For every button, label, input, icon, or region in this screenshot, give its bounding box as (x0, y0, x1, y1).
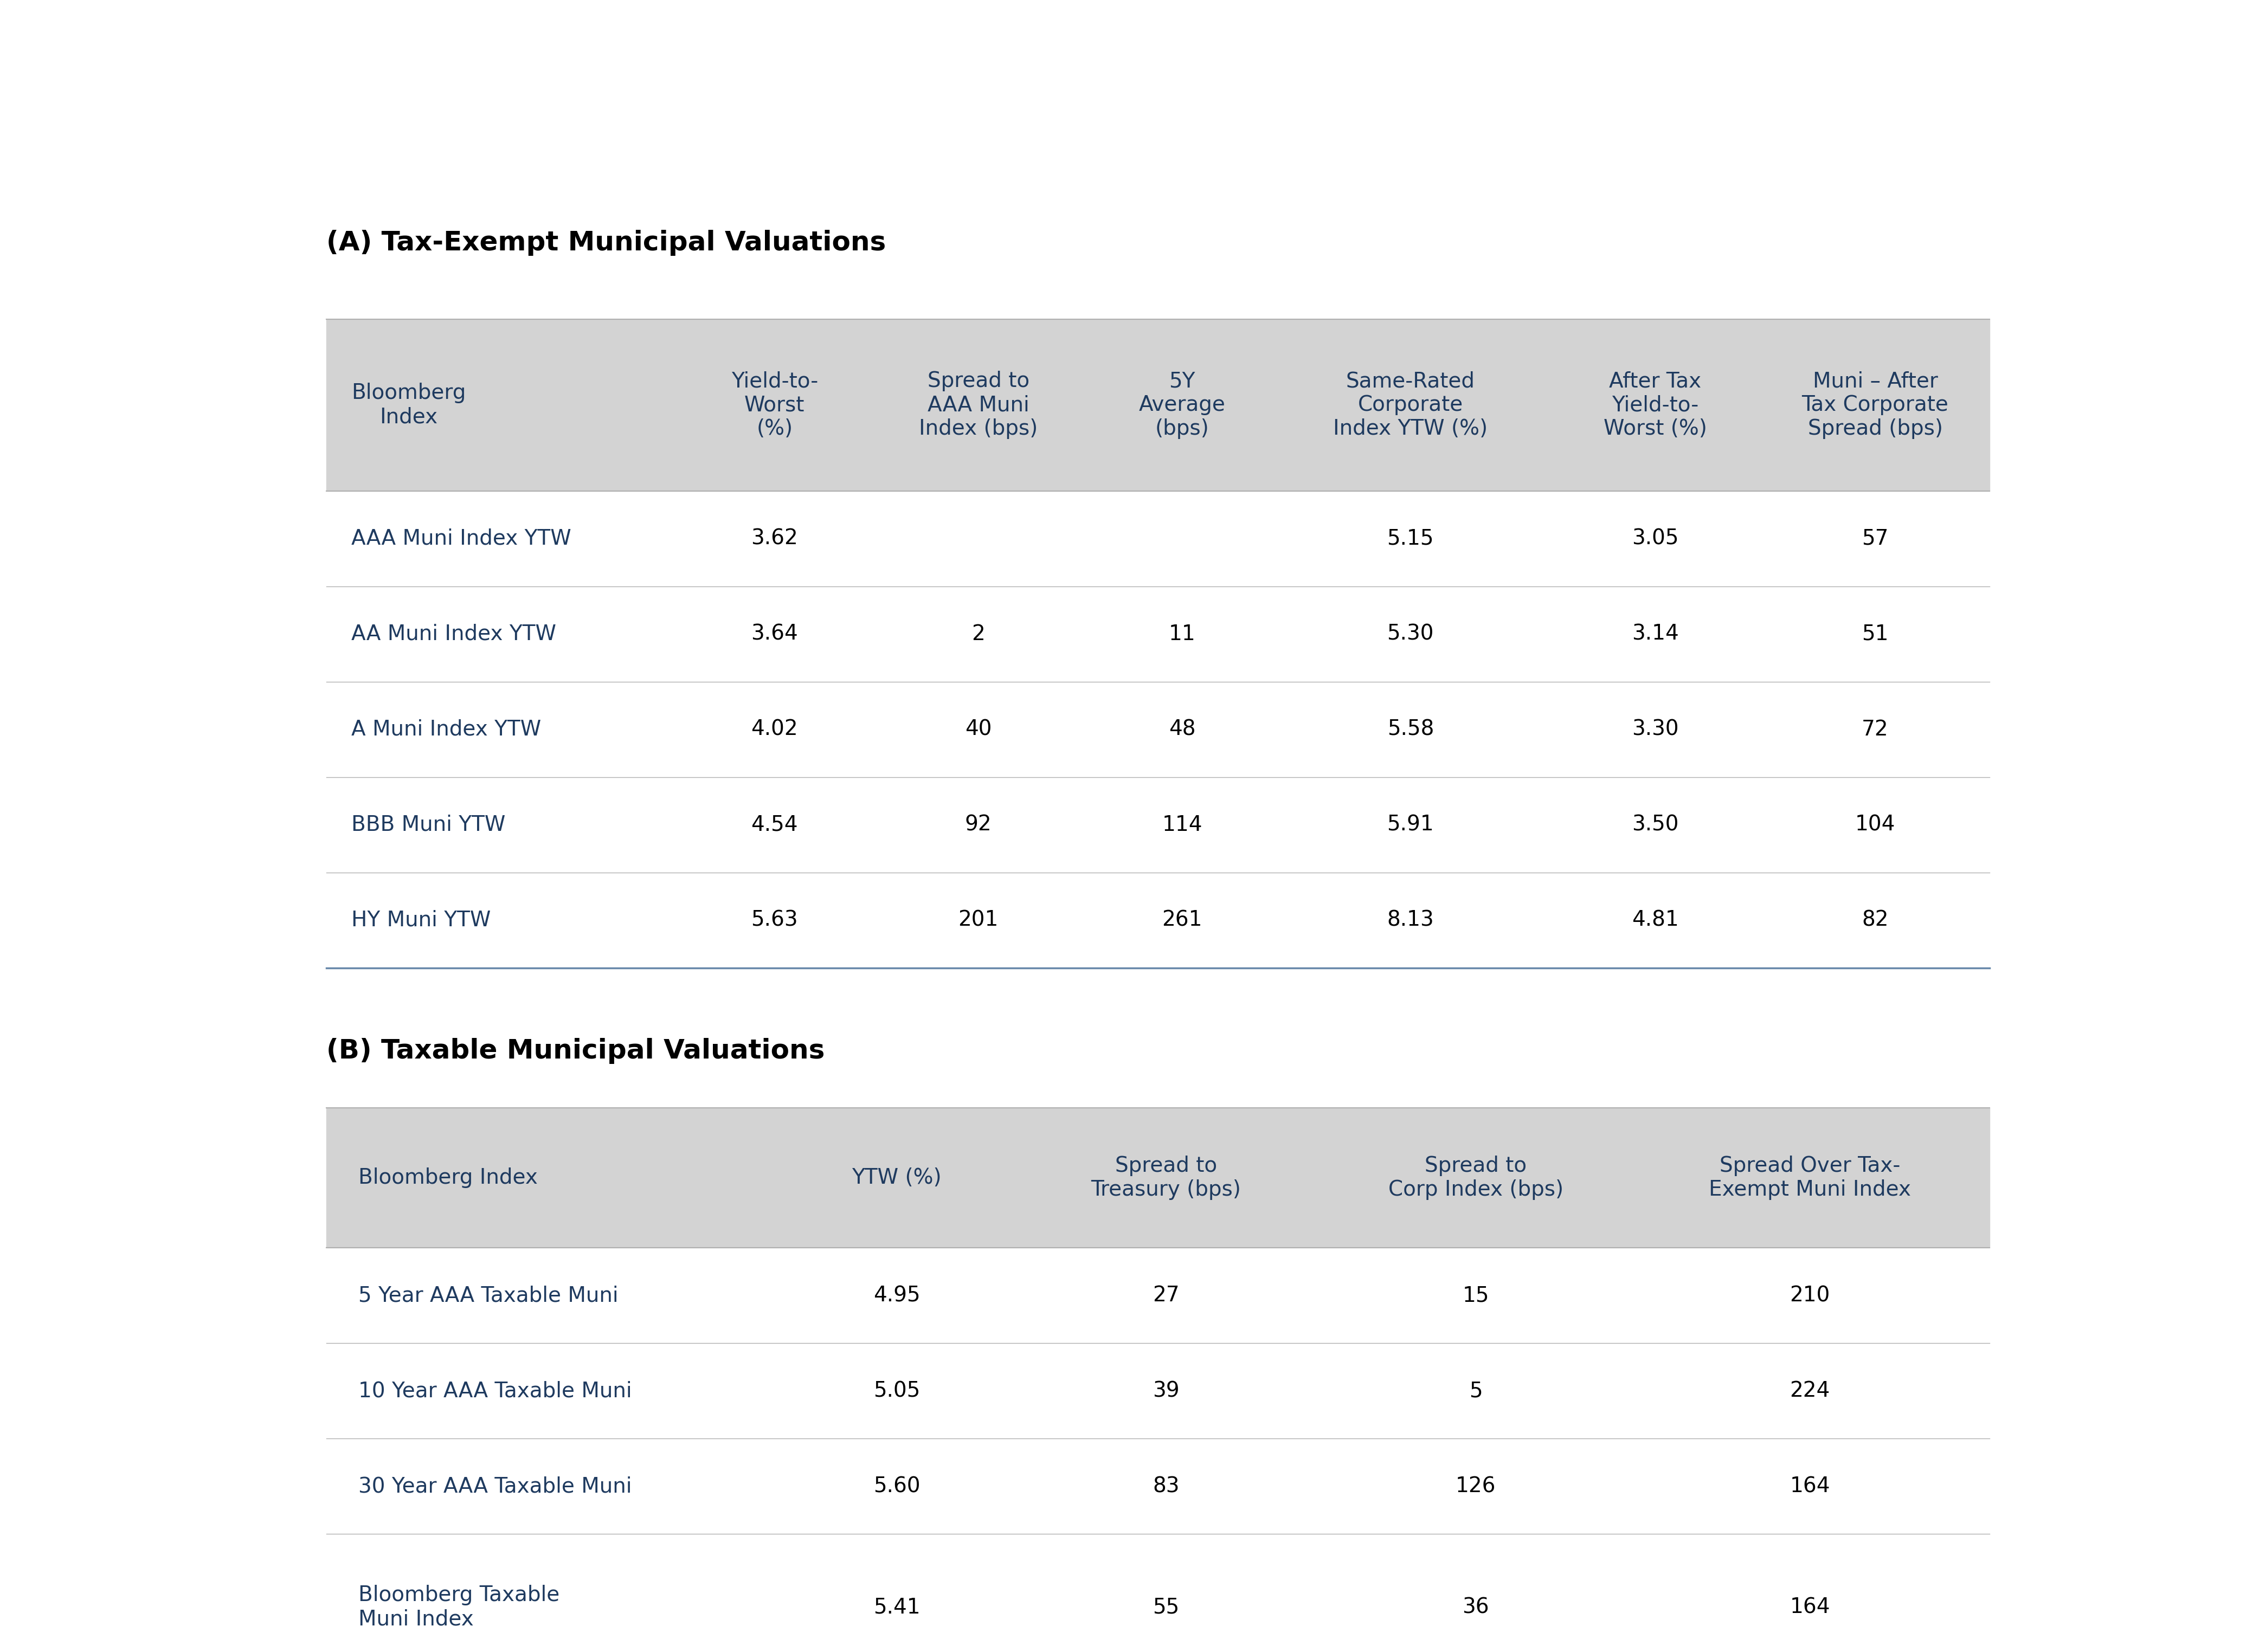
Text: Bloomberg Taxable
Muni Index: Bloomberg Taxable Muni Index (359, 1584, 560, 1629)
Text: 3.30: 3.30 (1631, 719, 1678, 740)
Text: 27: 27 (1152, 1285, 1179, 1305)
Text: AAA Muni Index YTW: AAA Muni Index YTW (350, 529, 572, 548)
Text: 3.50: 3.50 (1631, 814, 1678, 834)
Text: (A) Tax-Exempt Municipal Valuations: (A) Tax-Exempt Municipal Valuations (325, 230, 886, 256)
Text: HY Muni YTW: HY Muni YTW (350, 910, 490, 930)
Text: 164: 164 (1789, 1475, 1830, 1497)
Text: 4.02: 4.02 (750, 719, 797, 740)
Bar (325, 319, 1990, 491)
Text: 55: 55 (1152, 1597, 1179, 1617)
Text: 261: 261 (1161, 910, 1202, 930)
Text: 92: 92 (965, 814, 992, 834)
Text: 210: 210 (1789, 1285, 1830, 1305)
Text: 3.62: 3.62 (750, 529, 797, 548)
Text: 201: 201 (958, 910, 998, 930)
Text: 5.41: 5.41 (874, 1597, 919, 1617)
Text: 10 Year AAA Taxable Muni: 10 Year AAA Taxable Muni (359, 1381, 633, 1401)
Text: 114: 114 (1161, 814, 1202, 834)
Text: 3.64: 3.64 (750, 623, 797, 644)
Bar (325, 1108, 1990, 1247)
Text: 82: 82 (1861, 910, 1889, 930)
Text: 164: 164 (1789, 1597, 1830, 1617)
Text: 30 Year AAA Taxable Muni: 30 Year AAA Taxable Muni (359, 1475, 633, 1497)
Text: 57: 57 (1861, 529, 1889, 548)
Text: 40: 40 (965, 719, 992, 740)
Text: 4.54: 4.54 (750, 814, 797, 834)
Text: Spread Over Tax-
Exempt Muni Index: Spread Over Tax- Exempt Muni Index (1708, 1155, 1911, 1199)
Text: 51: 51 (1861, 623, 1889, 644)
Text: 5.15: 5.15 (1387, 529, 1434, 548)
Text: 4.95: 4.95 (874, 1285, 919, 1305)
Text: 48: 48 (1168, 719, 1195, 740)
Text: Same-Rated
Corporate
Index YTW (%): Same-Rated Corporate Index YTW (%) (1333, 370, 1489, 439)
Text: 5.60: 5.60 (874, 1475, 919, 1497)
Text: 5.63: 5.63 (750, 910, 797, 930)
Text: 39: 39 (1152, 1381, 1179, 1401)
Text: AA Muni Index YTW: AA Muni Index YTW (350, 623, 556, 644)
Text: 83: 83 (1152, 1475, 1179, 1497)
Text: 5.58: 5.58 (1387, 719, 1434, 740)
Text: BBB Muni YTW: BBB Muni YTW (350, 814, 506, 834)
Text: (B) Taxable Municipal Valuations: (B) Taxable Municipal Valuations (325, 1037, 825, 1064)
Text: Bloomberg
Index: Bloomberg Index (350, 383, 465, 428)
Text: 5.30: 5.30 (1387, 623, 1434, 644)
Text: Bloomberg Index: Bloomberg Index (359, 1168, 538, 1188)
Text: 3.05: 3.05 (1631, 529, 1678, 548)
Text: 72: 72 (1861, 719, 1889, 740)
Text: 5.05: 5.05 (874, 1381, 919, 1401)
Text: Spread to
Corp Index (bps): Spread to Corp Index (bps) (1387, 1155, 1563, 1199)
Text: Spread to
AAA Muni
Index (bps): Spread to AAA Muni Index (bps) (919, 370, 1037, 439)
Text: Spread to
Treasury (bps): Spread to Treasury (bps) (1091, 1155, 1240, 1199)
Text: 11: 11 (1168, 623, 1195, 644)
Text: 2: 2 (971, 623, 985, 644)
Text: Muni – After
Tax Corporate
Spread (bps): Muni – After Tax Corporate Spread (bps) (1803, 370, 1950, 439)
Text: A Muni Index YTW: A Muni Index YTW (350, 719, 542, 740)
Text: 104: 104 (1855, 814, 1895, 834)
Text: 4.81: 4.81 (1631, 910, 1678, 930)
Text: YTW (%): YTW (%) (852, 1168, 942, 1188)
Text: 5 Year AAA Taxable Muni: 5 Year AAA Taxable Muni (359, 1285, 619, 1305)
Text: 224: 224 (1789, 1381, 1830, 1401)
Text: 36: 36 (1462, 1597, 1489, 1617)
Text: After Tax
Yield-to-
Worst (%): After Tax Yield-to- Worst (%) (1604, 370, 1708, 439)
Text: 5: 5 (1468, 1381, 1482, 1401)
Text: 126: 126 (1455, 1475, 1495, 1497)
Text: 8.13: 8.13 (1387, 910, 1434, 930)
Text: 15: 15 (1462, 1285, 1489, 1305)
Text: 5.91: 5.91 (1387, 814, 1434, 834)
Text: 3.14: 3.14 (1631, 623, 1678, 644)
Text: 5Y
Average
(bps): 5Y Average (bps) (1139, 370, 1227, 439)
Text: Yield-to-
Worst
(%): Yield-to- Worst (%) (732, 370, 818, 439)
